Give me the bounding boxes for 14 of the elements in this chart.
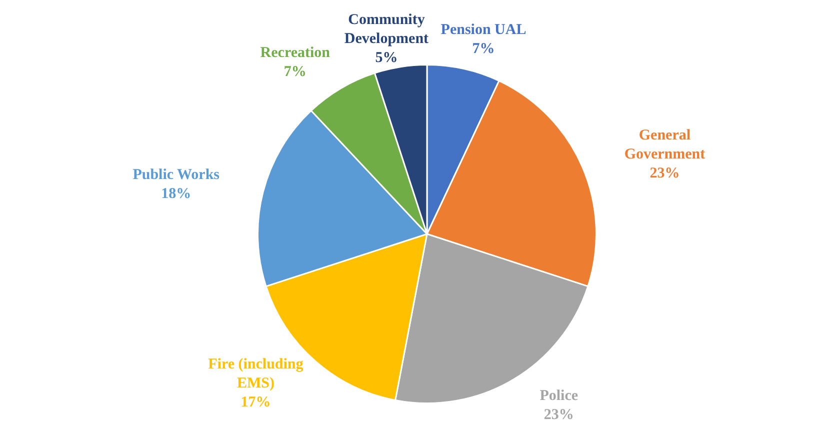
data-label: 7% bbox=[284, 64, 306, 80]
slice-label: General Government bbox=[624, 128, 706, 163]
slice-label: Fire (including EMS) bbox=[208, 356, 304, 392]
data-label: 18% bbox=[161, 186, 192, 202]
data-label: 17% bbox=[240, 394, 271, 410]
slice-label: Pension UAL bbox=[440, 22, 526, 38]
data-label: 23% bbox=[650, 166, 680, 182]
slice-label: Recreation bbox=[260, 44, 331, 61]
data-label: 23% bbox=[544, 406, 574, 423]
slice-label: Community Development bbox=[344, 12, 429, 47]
data-label: 5% bbox=[375, 50, 398, 66]
data-label: 7% bbox=[472, 40, 495, 57]
slice-label: Police bbox=[540, 388, 578, 404]
slice-label: Public Works bbox=[132, 166, 220, 183]
